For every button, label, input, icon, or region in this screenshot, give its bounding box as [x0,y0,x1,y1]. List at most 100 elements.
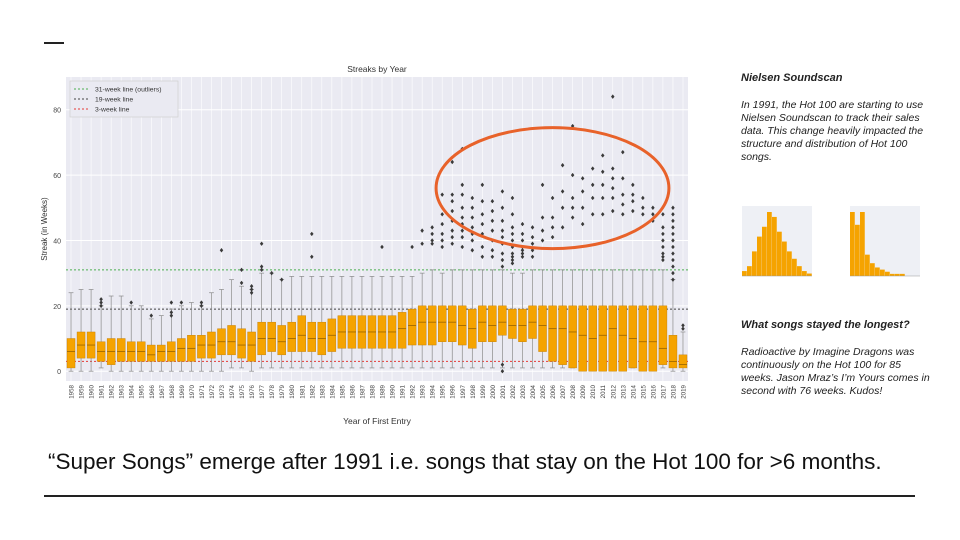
outlier-point [450,228,455,233]
legend-label: 3-week line [95,107,130,114]
x-tick-label: 1975 [239,384,246,398]
outlier-point [440,212,444,217]
outlier-point [259,241,264,246]
outlier-point [470,195,475,201]
outlier-point [671,257,675,263]
outlier-point [570,195,575,201]
outlier-point [430,241,434,246]
x-tick-label: 1992 [410,384,417,398]
x-tick-label: 1973 [219,384,226,398]
outlier-point [480,182,485,188]
mini-bar [772,216,777,276]
outlier-point [621,202,625,207]
outlier-point [450,192,455,197]
mini-bar [860,212,865,276]
box-2006 [548,305,557,362]
x-tick-label: 1977 [259,384,266,398]
outlier-point [600,195,605,201]
outlier-point [560,189,565,194]
outlier-point [470,215,475,220]
x-tick-label: 1981 [299,384,306,398]
mini-bar [900,273,905,276]
outlier-point [661,238,665,243]
slide-caption: “Super Songs” emerge after 1991 i.e. son… [48,449,882,474]
outlier-point [510,195,515,201]
x-tick-label: 2013 [620,384,627,398]
outlier-point [610,94,615,99]
box-1996 [448,305,457,342]
outlier-point [560,163,565,168]
x-tick-label: 2006 [550,384,557,398]
outlier-point [239,267,244,273]
x-tick-label: 1997 [460,384,467,398]
y-tick-label: 0 [57,369,61,376]
outlier-point [580,205,585,210]
outlier-point [590,182,595,188]
y-axis-label: Streak (in Weeks) [40,197,49,261]
outlier-point [460,205,465,210]
outlier-point [661,251,665,256]
chart-title: Streaks by Year [347,64,407,74]
outlier-point [470,248,475,253]
y-tick-label: 60 [53,173,61,180]
outlier-point [490,199,495,204]
box-2016 [648,305,658,372]
outlier-point [671,212,675,217]
outlier-point [661,225,665,230]
box-2005 [538,305,547,352]
outlier-point [480,244,485,250]
outlier-point [631,199,635,204]
side-note-title-longest: What songs stayed the longest? [741,319,931,331]
outlier-point [510,261,515,266]
outlier-point [671,270,675,276]
box-2015 [638,305,648,372]
outlier-point [500,362,505,367]
box-2012 [608,305,617,372]
y-tick-label: 40 [53,238,61,245]
outlier-point [671,277,675,282]
box-1999 [478,305,487,342]
x-tick-label: 1966 [149,384,156,398]
outlier-point [671,238,675,243]
x-tick-label: 1963 [119,384,126,398]
outlier-point [621,192,625,197]
outlier-point [179,300,184,305]
outlier-point [671,244,675,250]
mini-bar [880,269,885,276]
box-1976 [247,331,256,362]
outlier-point [430,231,434,237]
box-1980 [287,321,296,352]
outlier-point [239,280,244,286]
outlier-point [480,199,485,204]
outlier-point [610,208,615,214]
x-tick-label: 1970 [189,384,196,398]
outlier-point [199,300,204,305]
outlier-point [671,225,675,230]
outlier-point [490,248,495,253]
x-tick-label: 2014 [630,384,637,398]
x-tick-label: 1995 [440,384,447,398]
box-2008 [568,305,577,369]
outlier-point [580,221,585,227]
outlier-point [269,270,274,276]
box-2000 [488,305,497,342]
x-tick-label: 2009 [580,384,587,398]
outlier-point [621,149,625,155]
outlier-point [430,238,434,243]
box-2014 [628,305,638,369]
outlier-point [450,159,455,165]
x-tick-label: 2018 [670,384,677,398]
x-tick-label: 1967 [159,384,166,398]
outlier-point [550,215,555,220]
outlier-point [470,238,475,243]
outlier-point [520,251,525,256]
x-tick-label: 1990 [390,384,397,398]
y-tick-label: 80 [53,108,61,115]
outlier-point [480,231,485,237]
outlier-point [490,208,495,214]
outlier-point [631,182,635,188]
highlight-ellipse [434,126,671,251]
x-tick-label: 1960 [89,384,96,398]
outlier-point [530,241,535,246]
outlier-point [380,244,384,250]
